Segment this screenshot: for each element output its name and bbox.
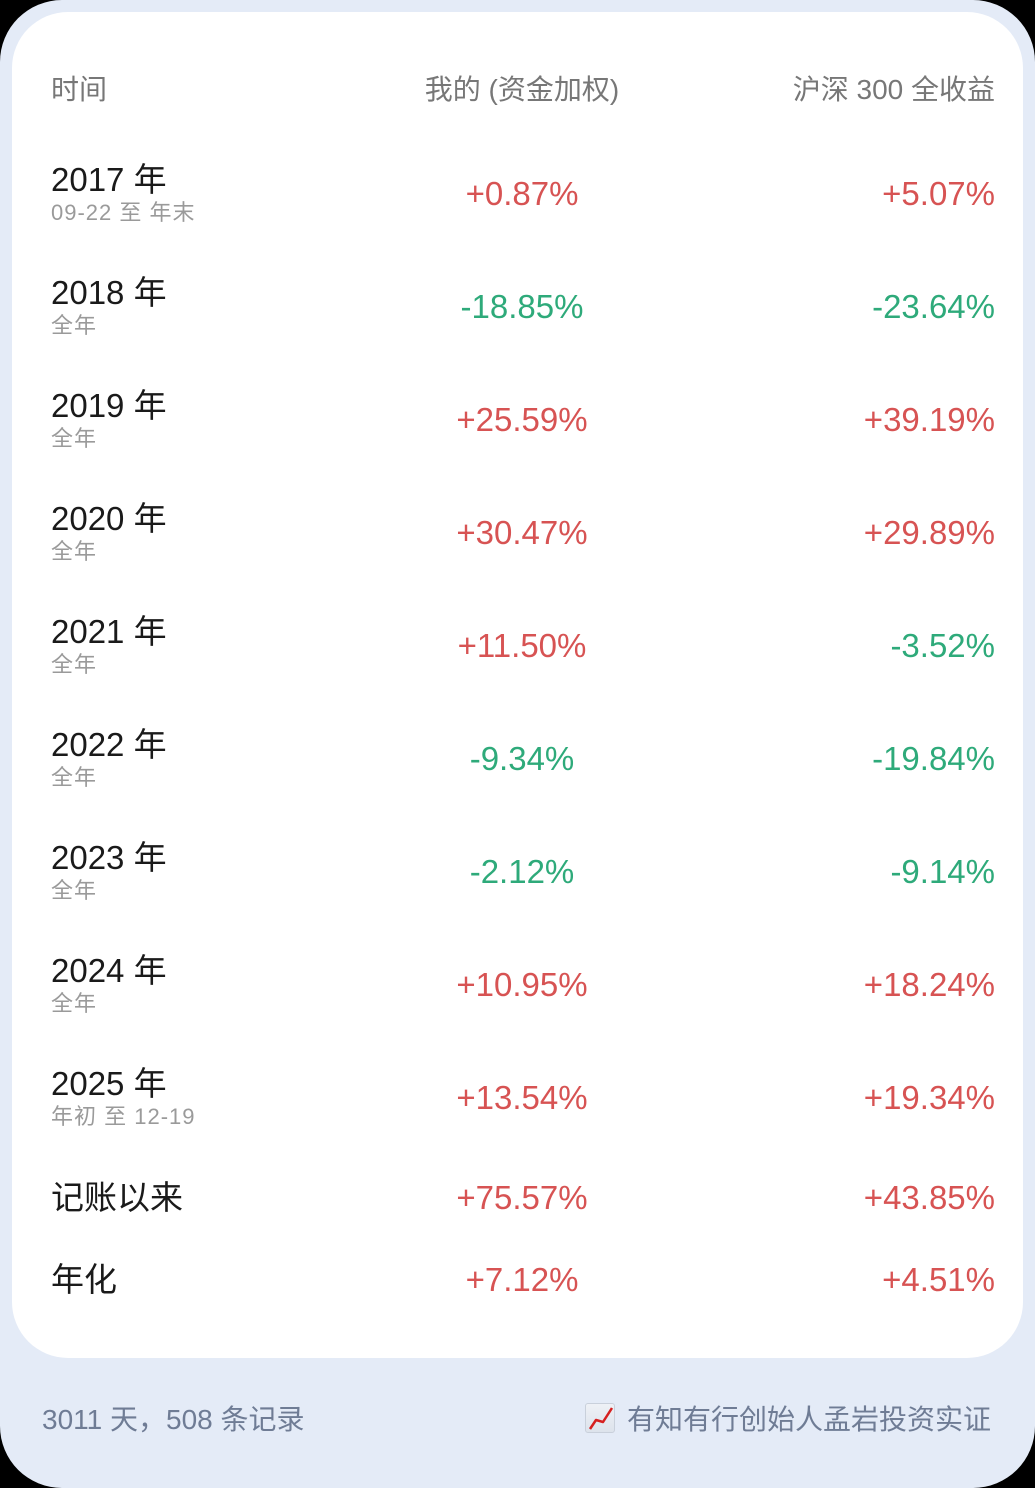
index-return: -9.14%	[890, 853, 995, 890]
index-return: +29.89%	[863, 514, 995, 551]
mine-return: +75.57%	[456, 1179, 588, 1216]
chart-increasing-icon	[584, 1403, 615, 1433]
row-sublabel: 全年	[51, 652, 98, 677]
mine-return: -9.34%	[469, 740, 575, 777]
column-header-mine: 我的 (资金加权)	[424, 74, 620, 105]
returns-card: 时间 我的 (资金加权) 沪深 300 全收益 2017 年 09-22 至 年…	[12, 12, 1023, 1358]
index-return: +39.19%	[863, 401, 995, 438]
row-sublabel: 全年	[51, 539, 98, 564]
row-label: 2025 年	[51, 1065, 167, 1102]
row-sublabel: 全年	[51, 313, 98, 338]
index-return: -23.64%	[872, 288, 995, 325]
table-row-cumulative: 记账以来 +75.57% +43.85%	[12, 1178, 1023, 1291]
mine-return: -18.85%	[460, 288, 584, 325]
table-row: 2021 年 全年 +11.50% -3.52%	[12, 612, 1023, 725]
row-label: 2022 年	[51, 726, 167, 763]
table-row-annualized: 年化 +7.12% +4.51%	[12, 1260, 1023, 1373]
table-row: 2023 年 全年 -2.12% -9.14%	[12, 838, 1023, 951]
table-row: 2025 年 年初 至 12-19 +13.54% +19.34%	[12, 1064, 1023, 1177]
row-label: 2024 年	[51, 952, 167, 989]
row-label: 2020 年	[51, 500, 167, 537]
row-label: 2018 年	[51, 274, 167, 311]
attribution-text: 有知有行创始人孟岩投资实证	[626, 1404, 991, 1435]
row-sublabel: 全年	[51, 426, 98, 451]
row-label: 2019 年	[51, 387, 167, 424]
index-return: +18.24%	[863, 966, 995, 1003]
row-label: 2017 年	[51, 161, 167, 198]
row-label: 2021 年	[51, 613, 167, 650]
table-row: 2022 年 全年 -9.34% -19.84%	[12, 725, 1023, 838]
table-row: 2019 年 全年 +25.59% +39.19%	[12, 386, 1023, 499]
row-label: 记账以来	[51, 1179, 183, 1216]
mine-return: -2.12%	[469, 853, 575, 890]
attribution: 有知有行创始人孟岩投资实证	[584, 1398, 991, 1438]
mine-return: +30.47%	[456, 514, 588, 551]
row-sublabel: 全年	[51, 878, 98, 903]
index-return: +4.51%	[882, 1261, 995, 1298]
table-header: 时间 我的 (资金加权) 沪深 300 全收益	[12, 12, 1023, 142]
table-row: 2018 年 全年 -18.85% -23.64%	[12, 273, 1023, 386]
record-stats: 3011 天，508 条记录	[42, 1404, 305, 1435]
row-sublabel: 全年	[51, 991, 98, 1016]
row-label: 年化	[51, 1261, 117, 1298]
index-return: +43.85%	[863, 1179, 995, 1216]
row-label: 2023 年	[51, 839, 167, 876]
table-row: 2020 年 全年 +30.47% +29.89%	[12, 499, 1023, 612]
mine-return: +10.95%	[456, 966, 588, 1003]
mine-return: +0.87%	[465, 175, 579, 212]
mine-return: +25.59%	[456, 401, 588, 438]
index-return: +5.07%	[882, 175, 995, 212]
row-sublabel: 年初 至 12-19	[51, 1104, 196, 1129]
column-header-index: 沪深 300 全收益	[792, 74, 995, 105]
index-return: +19.34%	[863, 1079, 995, 1116]
table-row: 2024 年 全年 +10.95% +18.24%	[12, 951, 1023, 1064]
row-sublabel: 09-22 至 年末	[51, 200, 196, 225]
index-return: -19.84%	[872, 740, 995, 777]
row-sublabel: 全年	[51, 765, 98, 790]
table-row: 2017 年 09-22 至 年末 +0.87% +5.07%	[12, 160, 1023, 273]
mine-return: +7.12%	[465, 1261, 579, 1298]
column-header-time: 时间	[51, 74, 108, 105]
index-return: -3.52%	[890, 627, 995, 664]
mine-return: +11.50%	[457, 627, 587, 664]
mine-return: +13.54%	[456, 1079, 588, 1116]
